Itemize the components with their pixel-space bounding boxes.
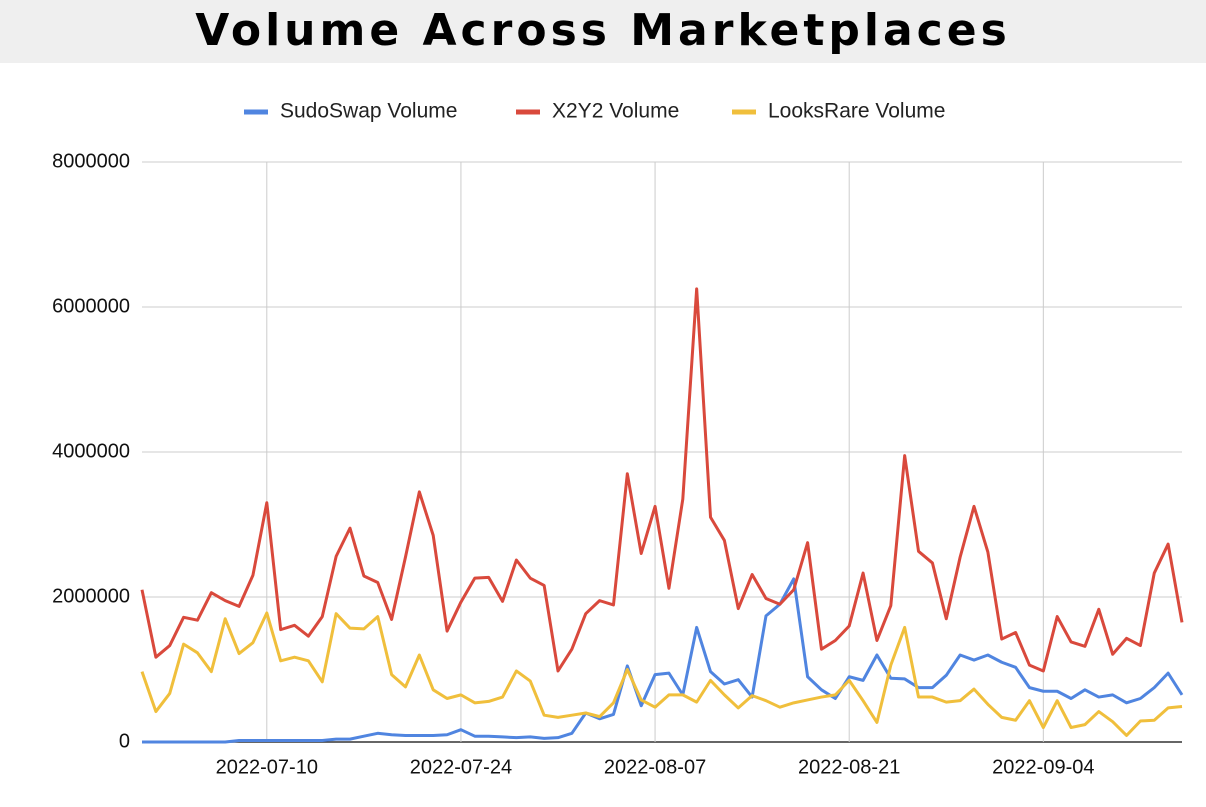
legend-label: SudoSwap Volume <box>280 100 457 123</box>
chart-title: Volume Across Marketplaces <box>195 5 1011 56</box>
series-line <box>142 577 1184 744</box>
legend-label: LooksRare Volume <box>768 100 945 123</box>
y-tick-label: 0 <box>119 730 130 752</box>
legend-label: X2Y2 Volume <box>552 100 679 123</box>
y-tick-label: 8000000 <box>52 150 130 172</box>
series-line <box>140 611 1183 737</box>
x-tick-label: 2022-07-10 <box>216 756 318 778</box>
x-tick-label: 2022-08-21 <box>798 756 900 778</box>
title-banner <box>0 0 1206 63</box>
x-tick-label: 2022-09-04 <box>992 756 1094 778</box>
series-line <box>140 287 1184 673</box>
x-tick-label: 2022-08-07 <box>604 756 706 778</box>
y-tick-label: 6000000 <box>52 295 130 317</box>
x-tick-label: 2022-07-24 <box>410 756 512 778</box>
y-tick-label: 4000000 <box>52 440 130 462</box>
y-tick-label: 2000000 <box>52 585 130 607</box>
